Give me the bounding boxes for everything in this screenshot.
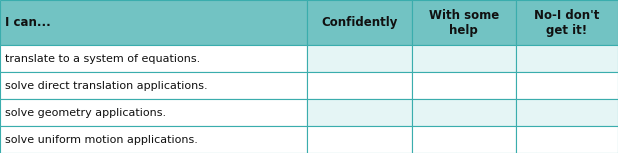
Text: solve geometry applications.: solve geometry applications. — [5, 108, 166, 118]
Bar — [516, 99, 618, 126]
Bar — [0, 126, 307, 153]
Bar — [412, 0, 516, 45]
Text: I can...: I can... — [5, 16, 51, 29]
Bar — [307, 0, 412, 45]
Bar — [516, 126, 618, 153]
Text: With some
help: With some help — [429, 9, 499, 37]
Text: solve uniform motion applications.: solve uniform motion applications. — [5, 134, 198, 145]
Text: No-I don't
get it!: No-I don't get it! — [535, 9, 599, 37]
Bar — [516, 72, 618, 99]
Bar — [516, 45, 618, 72]
Bar — [307, 45, 412, 72]
Bar — [307, 126, 412, 153]
Text: translate to a system of equations.: translate to a system of equations. — [5, 54, 200, 64]
Text: Confidently: Confidently — [321, 16, 397, 29]
Bar — [307, 99, 412, 126]
Bar — [412, 126, 516, 153]
Bar — [307, 72, 412, 99]
Bar — [0, 72, 307, 99]
Bar — [412, 99, 516, 126]
Bar — [412, 72, 516, 99]
Bar — [0, 45, 307, 72]
Bar — [0, 0, 307, 45]
Bar — [412, 45, 516, 72]
Bar — [516, 0, 618, 45]
Bar — [0, 99, 307, 126]
Text: solve direct translation applications.: solve direct translation applications. — [5, 81, 208, 91]
